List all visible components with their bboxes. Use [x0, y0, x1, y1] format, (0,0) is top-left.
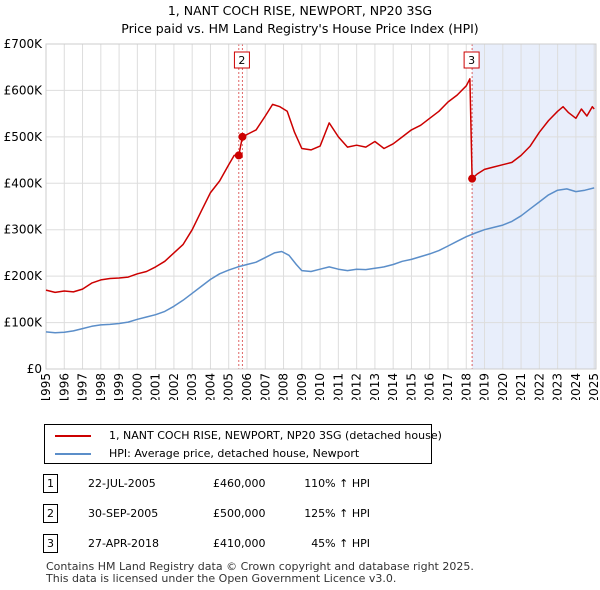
x-tick-label: 2018 — [459, 373, 473, 400]
sale-hpi-change: 110% ↑ HPI — [304, 477, 370, 490]
footer-copyright: Contains HM Land Registry data © Crown c… — [46, 560, 474, 573]
y-tick-label: £200K — [4, 269, 44, 283]
sale-hpi-change: 125% ↑ HPI — [304, 507, 370, 520]
x-tick-label: 2022 — [532, 373, 546, 400]
property-price-line — [45, 78, 595, 294]
plot-frame — [45, 43, 597, 370]
footer-licence: This data is licensed under the Open Gov… — [46, 572, 397, 585]
x-tick-label: 2011 — [331, 373, 345, 400]
x-tick-label: 2009 — [295, 373, 309, 400]
y-tick-label: £700K — [4, 37, 44, 51]
sale-point — [234, 151, 243, 160]
x-tick-label: 2007 — [258, 373, 272, 400]
x-tick-label: 1997 — [76, 373, 90, 400]
x-tick-label: 2025 — [587, 373, 600, 400]
sale-price: £410,000 — [213, 537, 266, 550]
legend-swatch-hpi — [55, 453, 91, 455]
table-row: 2 30-SEP-2005 £500,000 125% ↑ HPI — [0, 504, 600, 526]
sale-price: £460,000 — [213, 477, 266, 490]
legend-label-property: 1, NANT COCH RISE, NEWPORT, NP20 3SG (de… — [109, 429, 442, 442]
x-tick-label: 1995 — [39, 373, 53, 400]
sale-marker-box: 3 — [463, 51, 480, 69]
x-tick-label: 2000 — [130, 373, 144, 400]
x-tick-label: 2023 — [551, 373, 565, 400]
x-tick-label: 2005 — [222, 373, 236, 400]
x-tick-label: 2008 — [277, 373, 291, 400]
x-tick-label: 1998 — [94, 373, 108, 400]
x-tick-label: 2017 — [441, 373, 455, 400]
legend: 1, NANT COCH RISE, NEWPORT, NP20 3SG (de… — [44, 424, 442, 464]
x-gridlines — [45, 44, 595, 369]
legend-swatch-property — [55, 435, 91, 437]
sale-marker-box-frame — [233, 51, 250, 69]
x-tick-label: 2014 — [386, 373, 400, 400]
chart-title: 1, NANT COCH RISE, NEWPORT, NP20 3SG — [167, 3, 433, 18]
y-tick-label: £300K — [4, 223, 44, 237]
series-lines — [45, 78, 595, 334]
y-tick-label: £0 — [27, 362, 42, 376]
y-tick-label: £600K — [4, 83, 44, 97]
x-tick-label: 1996 — [57, 373, 71, 400]
x-tick-label: 2020 — [496, 373, 510, 400]
x-tick-label: 2012 — [350, 373, 364, 400]
footer: Contains HM Land Registry data © Crown c… — [46, 561, 474, 585]
sale-points — [234, 132, 477, 183]
sale-number-badge: 2 — [43, 504, 58, 523]
x-tick-label: 2013 — [368, 373, 382, 400]
sale-point — [238, 132, 247, 141]
x-tick-label: 2016 — [423, 373, 437, 400]
x-tick-label: 2004 — [203, 373, 217, 400]
x-tick-labels: 1995 1996 1997 1998 1999 2000 2001 2002 2003 2004… — [39, 373, 600, 400]
hpi-line — [45, 187, 595, 334]
sale-marker-label: 3 — [468, 54, 475, 67]
y-tick-labels: £0 £100K £200K £300K £400K £500K £600K £700K — [4, 37, 44, 376]
table-row: 3 27-APR-2018 £410,000 45% ↑ HPI — [0, 534, 600, 556]
x-tick-label: 2002 — [167, 373, 181, 400]
sale-marker-box-frame — [463, 51, 480, 69]
y-tick-label: £500K — [4, 130, 44, 144]
sale-price: £500,000 — [213, 507, 266, 520]
x-tick-label: 2010 — [313, 373, 327, 400]
x-tick-label: 2024 — [569, 373, 583, 400]
x-tick-label: 2015 — [404, 373, 418, 400]
sale-date: 22-JUL-2005 — [88, 477, 156, 490]
table-row: 1 22-JUL-2005 £460,000 110% ↑ HPI — [0, 474, 600, 496]
x-tick-label: 2006 — [240, 373, 254, 400]
chart-subtitle: Price paid vs. HM Land Registry's House … — [121, 21, 479, 36]
legend-label-hpi: HPI: Average price, detached house, Newp… — [109, 447, 360, 460]
sale-date: 30-SEP-2005 — [88, 507, 159, 520]
x-tick-label: 2019 — [478, 373, 492, 400]
sale-number-badge: 3 — [43, 534, 58, 553]
sale-marker-label: 2 — [238, 54, 245, 67]
sale-hpi-change: 45% ↑ HPI — [311, 537, 370, 550]
x-tick-label: 2021 — [514, 373, 528, 400]
sale-marker-box: 2 — [233, 51, 250, 69]
x-tick-label: 2003 — [185, 373, 199, 400]
sale-point — [468, 174, 477, 183]
x-tick-label: 2001 — [149, 373, 163, 400]
y-tick-label: £100K — [4, 316, 44, 330]
sale-number-badge: 1 — [43, 474, 58, 493]
y-tick-label: £400K — [4, 176, 44, 190]
x-tick-label: 1999 — [112, 373, 126, 400]
chart-title-block: 1, NANT COCH RISE, NEWPORT, NP20 3SG Pri… — [0, 2, 600, 38]
sale-date: 27-APR-2018 — [88, 537, 160, 550]
